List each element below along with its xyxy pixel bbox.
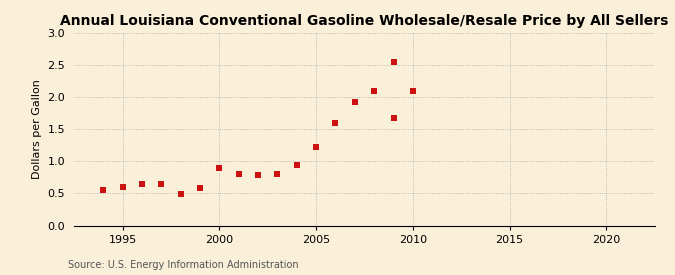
Text: Source: U.S. Energy Information Administration: Source: U.S. Energy Information Administ… [68, 260, 298, 270]
Title: Annual Louisiana Conventional Gasoline Wholesale/Resale Price by All Sellers: Annual Louisiana Conventional Gasoline W… [60, 14, 669, 28]
Y-axis label: Dollars per Gallon: Dollars per Gallon [32, 79, 42, 179]
